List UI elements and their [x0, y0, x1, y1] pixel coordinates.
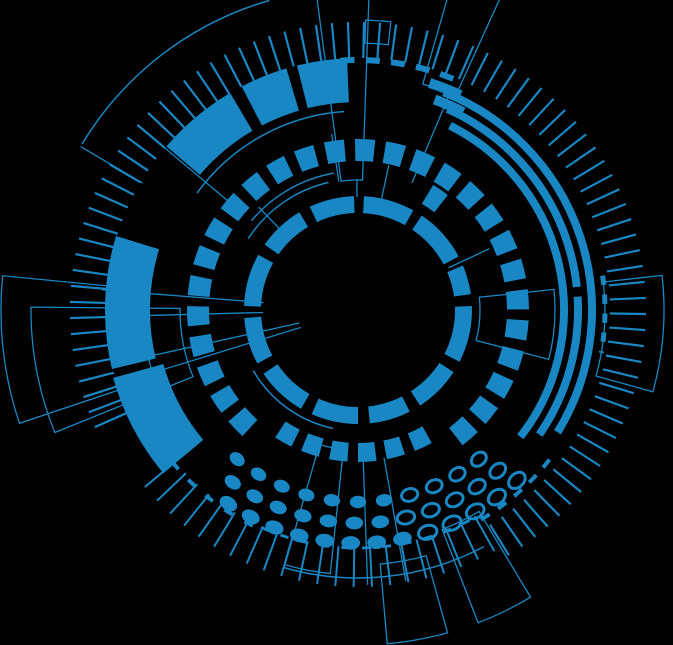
bottom-right-wedge-outline — [441, 510, 532, 624]
spoke-351deg — [331, 133, 340, 182]
upper-left-band-a — [166, 92, 253, 175]
top-wedge-outline — [316, 0, 370, 182]
bottom-wedge-outline — [379, 554, 449, 645]
left-wedge-inner-outline — [30, 306, 194, 434]
upper-right-bar-outer — [428, 78, 463, 100]
spoke-253deg — [118, 326, 301, 384]
spoke-257deg — [113, 322, 300, 365]
triple-arc-outer — [442, 88, 596, 435]
inner-upper-left-thin-arc-b — [250, 172, 334, 222]
bottom-thin-arc — [283, 545, 485, 579]
spoke-310deg — [161, 144, 244, 215]
triple-arc-inner — [448, 122, 568, 440]
spoke-316deg — [258, 206, 281, 230]
upper-right-bar-inner — [432, 94, 466, 117]
top-box-outline — [364, 19, 392, 46]
right-inner-box-outline — [475, 288, 556, 361]
inner-bottom-thin-arc — [252, 370, 333, 430]
bottom-small-dash-arc — [256, 518, 471, 550]
dot-row-middle — [224, 461, 508, 530]
spoke-268deg — [101, 311, 264, 318]
outer-rim-arc — [81, 0, 270, 145]
left-band — [104, 236, 160, 370]
spoke-65deg — [448, 248, 490, 269]
bottom-block-ring — [275, 421, 432, 462]
bottom-left-dashed-arc — [169, 459, 254, 528]
inner-segment-ring — [244, 196, 472, 424]
right-wedge-outline — [595, 274, 665, 393]
upper-left-thin-arc — [196, 110, 345, 194]
spoke-23deg — [411, 96, 450, 184]
bottom-tick-ring — [144, 460, 496, 587]
triple-arc-middle — [445, 105, 582, 437]
main-block-ring — [186, 139, 529, 446]
bottom-narrow-wedge-outline — [284, 443, 345, 575]
spoke-300deg — [80, 146, 143, 184]
top-right-wedge-outline — [421, 0, 500, 98]
bottom-right-dashed-arc — [478, 458, 552, 523]
lower-left-band — [113, 363, 204, 474]
dot-row-inner — [229, 450, 488, 509]
spoke-12deg — [380, 165, 390, 200]
main-tick-ring — [70, 22, 646, 556]
inner-upper-left-thin-arc-a — [247, 181, 329, 240]
top-band — [297, 58, 349, 109]
upper-left-band-b — [241, 68, 299, 126]
spoke-178deg — [362, 459, 369, 585]
stray-block — [421, 184, 448, 213]
spoke-274deg — [101, 289, 264, 304]
spoke-170deg — [383, 457, 407, 581]
top-dashed-arc — [340, 57, 465, 87]
